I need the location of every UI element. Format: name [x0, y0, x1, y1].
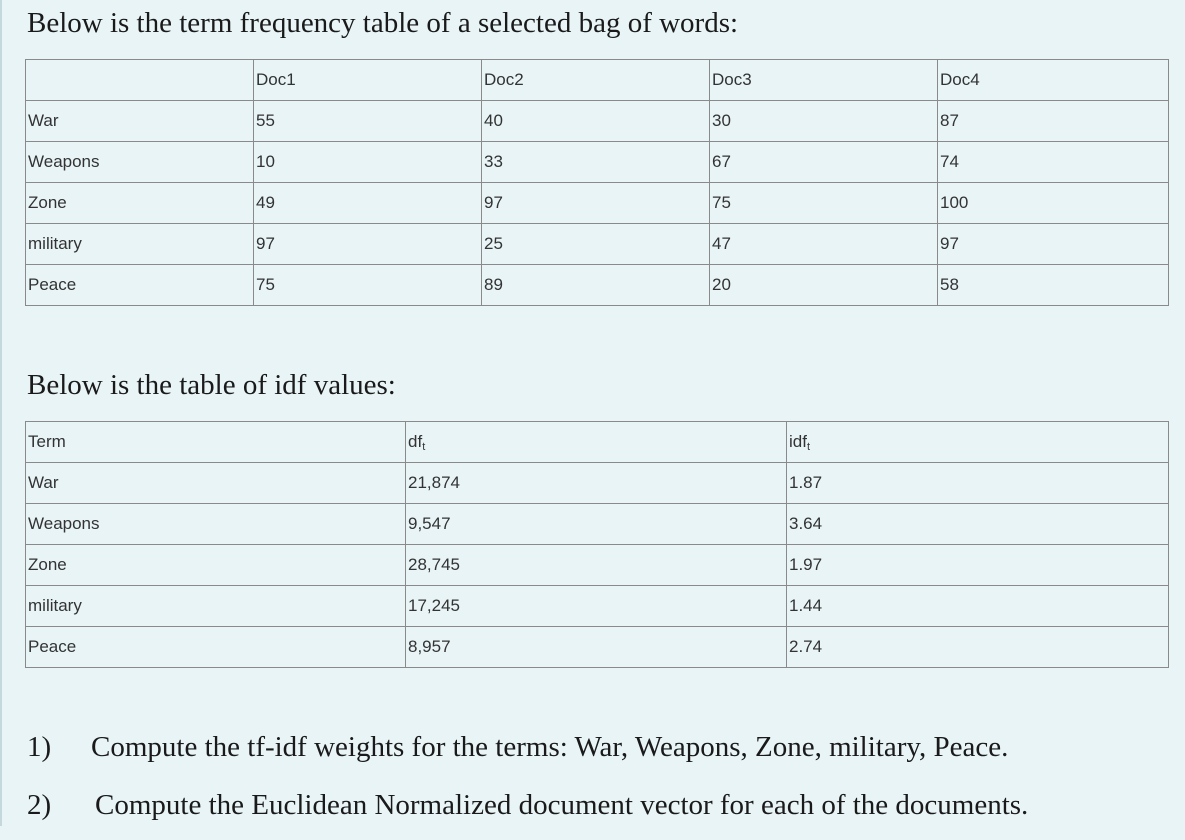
term-cell: Zone [25, 544, 406, 586]
df-cell: 28,745 [405, 544, 787, 586]
question-number: 1) [27, 731, 52, 763]
term-cell: military [25, 223, 254, 265]
question-text: Compute the tf-idf weights for the terms… [91, 731, 1009, 763]
table-row: Weapons 10 33 67 74 [25, 141, 1169, 183]
value-cell: 97 [481, 182, 710, 224]
value-cell: 47 [709, 223, 938, 265]
table-header-row: Term dft idft [25, 421, 1169, 463]
term-cell: Peace [25, 264, 254, 306]
value-cell: 97 [937, 223, 1169, 265]
df-label: df [408, 431, 423, 451]
term-cell: Weapons [25, 141, 254, 183]
header-cell: Doc1 [253, 59, 482, 101]
idf-cell: 1.97 [786, 544, 1169, 586]
table-row: Peace 8,957 2.74 [25, 626, 1169, 668]
idf-cell: 2.74 [786, 626, 1169, 668]
df-cell: 21,874 [405, 462, 787, 504]
value-cell: 97 [253, 223, 482, 265]
question-number: 2) [27, 789, 52, 821]
term-cell: War [25, 462, 406, 504]
table-row: Weapons 9,547 3.64 [25, 503, 1169, 545]
header-cell: Doc3 [709, 59, 938, 101]
value-cell: 89 [481, 264, 710, 306]
table-header-row: Doc1 Doc2 Doc3 Doc4 [25, 59, 1169, 101]
value-cell: 67 [709, 141, 938, 183]
table-row: military 97 25 47 97 [25, 223, 1169, 265]
term-cell: military [25, 585, 406, 627]
term-cell: Peace [25, 626, 406, 668]
idf-cell: 1.87 [786, 462, 1169, 504]
idf-cell: 1.44 [786, 585, 1169, 627]
term-cell: Weapons [25, 503, 406, 545]
value-cell: 10 [253, 141, 482, 183]
value-cell: 58 [937, 264, 1169, 306]
value-cell: 33 [481, 141, 710, 183]
value-cell: 25 [481, 223, 710, 265]
list-item: 2) Compute the Euclidean Normalized docum… [27, 782, 1028, 840]
header-cell: dft [405, 421, 787, 463]
header-cell: Doc2 [481, 59, 710, 101]
term-cell: War [25, 100, 254, 142]
header-cell: Term [25, 421, 406, 463]
df-cell: 8,957 [405, 626, 787, 668]
table-row: Zone 49 97 75 100 [25, 182, 1169, 224]
question-list: 1) Compute the tf-idf weights for the ter… [27, 724, 1028, 840]
df-cell: 9,547 [405, 503, 787, 545]
header-cell: idft [786, 421, 1169, 463]
value-cell: 55 [253, 100, 482, 142]
value-cell: 40 [481, 100, 710, 142]
value-cell: 74 [937, 141, 1169, 183]
idf-cell: 3.64 [786, 503, 1169, 545]
tf-table-heading: Below is the term frequency table of a s… [27, 7, 739, 39]
header-cell [25, 59, 254, 101]
left-border [0, 0, 2, 826]
value-cell: 87 [937, 100, 1169, 142]
idf-label: idf [789, 431, 807, 451]
list-item: 1) Compute the tf-idf weights for the ter… [27, 724, 1028, 782]
idf-table: Term dft idft War 21,874 1.87 Weapons 9,… [25, 421, 1169, 668]
df-cell: 17,245 [405, 585, 787, 627]
value-cell: 75 [709, 182, 938, 224]
value-cell: 100 [937, 182, 1169, 224]
table-row: Zone 28,745 1.97 [25, 544, 1169, 586]
header-cell: Doc4 [937, 59, 1169, 101]
term-cell: Zone [25, 182, 254, 224]
table-row: War 55 40 30 87 [25, 100, 1169, 142]
table-row: military 17,245 1.44 [25, 585, 1169, 627]
subscript: t [806, 440, 811, 453]
idf-table-heading: Below is the table of idf values: [27, 369, 396, 401]
term-frequency-table: Doc1 Doc2 Doc3 Doc4 War 55 40 30 87 Weap… [25, 59, 1169, 306]
value-cell: 75 [253, 264, 482, 306]
value-cell: 20 [709, 264, 938, 306]
table-row: Peace 75 89 20 58 [25, 264, 1169, 306]
value-cell: 49 [253, 182, 482, 224]
question-text: Compute the Euclidean Normalized documen… [95, 789, 1029, 821]
value-cell: 30 [709, 100, 938, 142]
table-row: War 21,874 1.87 [25, 462, 1169, 504]
subscript: t [422, 440, 426, 453]
